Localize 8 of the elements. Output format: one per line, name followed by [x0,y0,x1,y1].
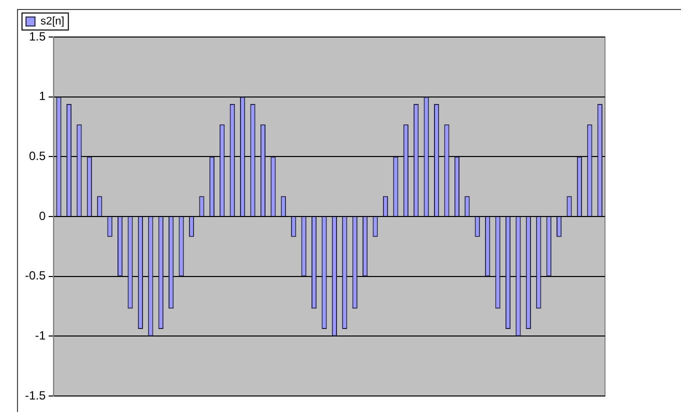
y-tick-label: 1.5 [28,29,46,44]
y-tick-label: -1 [35,328,46,342]
y-tick-label: 0.5 [28,148,46,163]
legend-label: s2[n] [40,16,64,28]
y-tick-label: -0.5 [24,268,46,283]
y-tick-label: 0 [38,208,46,223]
y-tick-label: -1.5 [24,388,46,402]
y-tick-label: 1 [38,89,46,104]
